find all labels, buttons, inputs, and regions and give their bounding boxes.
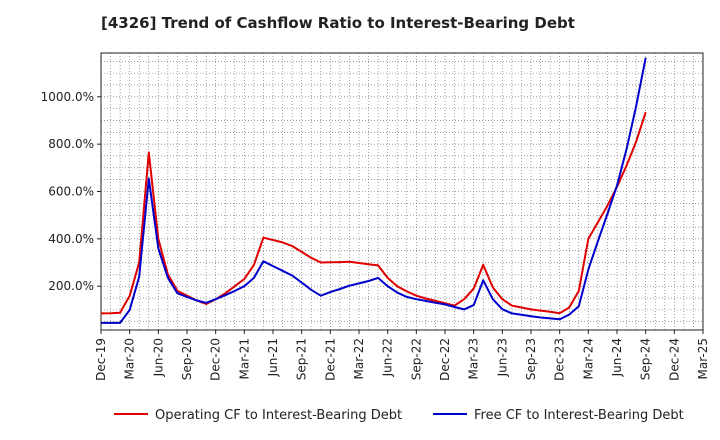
x-tick-label: Sep-22 <box>409 338 423 380</box>
x-tick-label: Mar-24 <box>581 338 595 379</box>
x-tick-label: Dec-22 <box>438 338 452 381</box>
chart-title: [4326] Trend of Cashflow Ratio to Intere… <box>101 14 575 32</box>
x-tick-label: Dec-20 <box>209 338 223 381</box>
x-tick-label: Sep-24 <box>639 338 653 380</box>
x-tick-label: Jun-22 <box>381 338 395 377</box>
axis-ticks: 200.0% 400.0% 600.0% 800.0% 1000.0% Dec-19 Mar… <box>41 90 710 381</box>
x-tick-label: Sep-21 <box>295 338 309 380</box>
legend-label: Operating CF to Interest-Bearing Debt <box>155 408 402 423</box>
y-tick-label: 200.0% <box>48 279 94 293</box>
legend: Operating CF to Interest-Bearing Debt Fre… <box>114 408 684 423</box>
x-tick-label: Mar-21 <box>237 338 251 379</box>
x-tick-label: Sep-20 <box>180 338 194 380</box>
y-tick-label: 400.0% <box>48 232 94 246</box>
series-line-free-cf <box>101 57 647 324</box>
x-tick-label: Dec-23 <box>553 338 567 381</box>
x-tick-label: Jun-23 <box>495 338 509 377</box>
x-tick-label: Jun-20 <box>151 338 165 377</box>
y-tick-label: 1000.0% <box>41 90 94 104</box>
y-tick-label: 600.0% <box>48 185 94 199</box>
x-tick-label: Sep-23 <box>524 338 538 380</box>
legend-label: Free CF to Interest-Bearing Debt <box>474 408 684 423</box>
y-tick-label: 800.0% <box>48 137 94 151</box>
series-line-operating-cf <box>100 111 647 315</box>
x-tick-label: Dec-19 <box>94 338 108 381</box>
x-tick-label: Jun-21 <box>266 338 280 377</box>
series-lines <box>100 57 647 324</box>
x-tick-label: Dec-21 <box>323 338 337 381</box>
x-tick-label: Mar-23 <box>467 338 481 379</box>
x-tick-label: Mar-22 <box>352 338 366 379</box>
x-tick-label: Mar-25 <box>696 338 710 379</box>
x-tick-label: Dec-24 <box>667 338 681 381</box>
x-tick-label: Jun-24 <box>610 338 624 377</box>
x-tick-label: Mar-20 <box>123 338 137 379</box>
